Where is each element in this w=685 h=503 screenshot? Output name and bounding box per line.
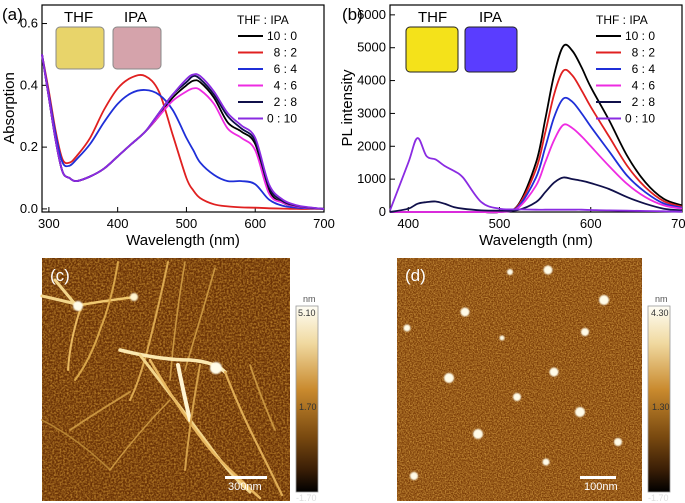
vial-label-thf-b: THF [418,9,447,26]
afm-texture-d [397,258,642,501]
scale-bar-label-c: 300nm [228,481,262,493]
pl-chart: (b) 400 500 600 700 0 1000 2000 3000 4000 5000 600… [339,4,685,249]
scale-bar-d [580,476,616,479]
vial-thf-b [405,26,459,73]
colorbar-tick-d: 1.30 [652,402,670,412]
fibers-c [40,261,284,500]
y-axis-label-b: PL intensity [339,69,356,146]
vial-label-thf-a: THF [64,9,93,26]
scale-bar-label-d: 100nm [584,481,618,493]
legend-label-b: 4 : 6 [632,79,656,93]
colorbar-d [647,305,671,493]
series-line-a-2 [41,54,325,210]
panel-label-b: (b) [342,5,363,24]
axes-b: 400 500 600 700 0 1000 2000 3000 4000 5000 6000 [357,7,685,231]
vial-label-ipa-a: IPA [124,9,147,26]
legend-title-b: THF : IPA [596,13,648,27]
legend-label-b: 6 : 4 [632,62,656,76]
y-tick-label-b: 2000 [357,138,386,153]
vial-ipa-a [112,26,162,70]
axes-a: 300 400 500 600 700 0.0 0.2 0.4 0.6 [20,16,335,231]
plot-frame-a [41,4,325,213]
particle-c [73,301,83,311]
x-tick-label-a: 300 [38,216,60,231]
legend-label-b: 8 : 2 [632,46,656,60]
y-tick-label-b: 3000 [357,105,386,120]
series-group-a [41,54,325,210]
panel-label-d: (d) [405,266,426,285]
x-tick-label-a: 600 [244,216,266,231]
y-tick-label-a: 0.6 [20,16,38,31]
particle-c [210,362,222,374]
series-line-b-4 [389,176,683,213]
vial-ipa-b [464,26,518,73]
legend-label-a: 8 : 2 [274,46,298,60]
colorbar-unit-d: nm [655,294,668,304]
legend-label-a: 10 : 0 [267,29,297,43]
legend-label-b: 2 : 8 [632,95,656,109]
legend-b: 10 : 0 8 : 2 6 : 4 4 : 6 2 : 8 0 : 10 [596,29,655,126]
scale-bar-c [225,476,267,479]
y-tick-label-b: 1000 [357,171,386,186]
y-tick-label-a: 0.0 [20,201,38,216]
x-tick-label-b: 600 [580,216,602,231]
y-axis-label-a: Absorption [1,72,18,144]
x-tick-label-a: 400 [107,216,129,231]
afm-texture-c [42,258,290,501]
y-tick-label-a: 0.4 [20,77,38,92]
colorbar-tick-d: -1.70 [648,493,669,503]
colorbar-tick-c: 5.10 [298,308,316,318]
afm-image-c: 300nm (c) nm 5.10 1.70 -1.70 [40,258,319,503]
legend-label-b: 0 : 10 [625,112,655,126]
colorbar-unit-c: nm [303,294,316,304]
series-line-b-5 [389,137,683,213]
series-line-a-5 [41,54,325,210]
series-line-b-3 [390,123,683,214]
legend-label-a: 6 : 4 [274,62,298,76]
x-tick-label-a: 700 [313,216,335,231]
y-tick-label-b: 5000 [357,40,386,55]
x-tick-label-b: 400 [397,216,419,231]
plot-frame-b [389,4,683,213]
afm-image-d: 100nm (d) nm 4.30 1.30 -1.70 [397,258,671,503]
particle-c [130,293,138,301]
panel-label-a: (a) [2,5,23,24]
series-group-b [389,43,683,214]
colorbar-tick-d: 4.30 [651,308,669,318]
legend-label-a: 2 : 8 [274,95,298,109]
x-tick-label-a: 500 [176,216,198,231]
x-tick-label-b: 500 [489,216,511,231]
vial-label-ipa-b: IPA [479,9,502,26]
panel-label-c: (c) [50,266,70,285]
legend-label-a: 4 : 6 [274,79,298,93]
series-line-a-1 [41,54,324,210]
legend-label-a: 0 : 10 [267,112,297,126]
colorbar-tick-c: -1.70 [296,493,317,503]
y-tick-label-a: 0.2 [20,139,38,154]
legend-a: 10 : 0 8 : 2 6 : 4 4 : 6 2 : 8 0 : 10 [238,29,297,126]
x-axis-label-b: Wavelength (nm) [479,232,593,249]
y-tick-label-b: 4000 [357,73,386,88]
y-tick-label-b: 6000 [357,7,386,22]
y-tick-label-b: 0 [379,204,386,219]
legend-label-b: 10 : 0 [625,29,655,43]
colorbar-c [295,305,319,493]
particles-d [403,265,622,480]
colorbar-tick-c: 1.70 [299,402,317,412]
x-tick-label-b: 700 [671,216,685,231]
legend-title-a: THF : IPA [237,13,289,27]
vial-thf-a [55,26,105,70]
x-axis-label-a: Wavelength (nm) [126,232,240,249]
